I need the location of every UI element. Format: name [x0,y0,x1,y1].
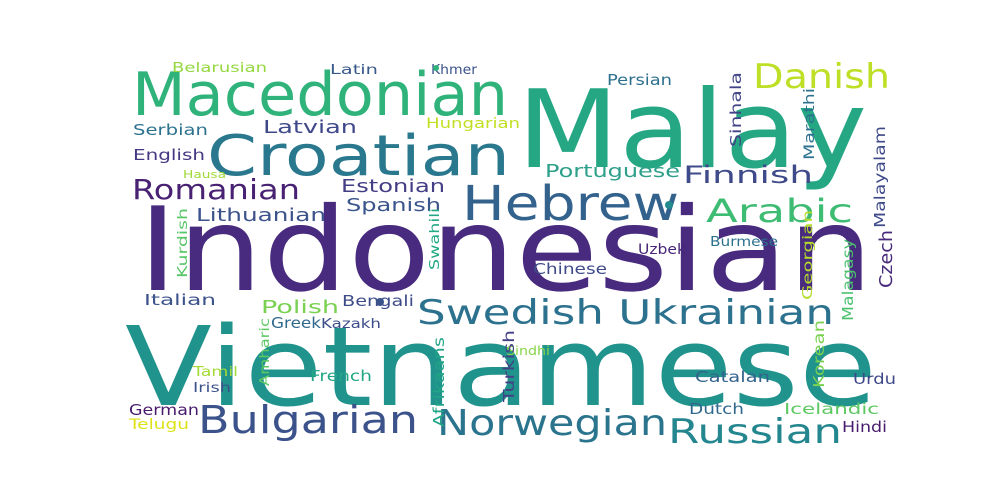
word-serbian: Serbian [133,121,208,139]
word-croatian: Croatian [207,124,510,189]
word-french: French [310,367,372,385]
word-portuguese: Portuguese [545,161,680,182]
word-dutch: Dutch [689,400,744,418]
dot-mark [665,201,673,209]
dot-mark [433,65,439,71]
word-russian: Russian [668,412,842,452]
word-burmese: Burmese [710,235,778,250]
word-german: German [129,401,199,419]
word-uzbek: Uzbek [638,242,687,258]
word-malayalam: Malayalam [871,126,889,228]
word-czech: Czech [876,230,897,288]
word-norwegian: Norwegian [437,403,667,444]
word-sindhi: Sindhi [506,344,550,358]
word-hindi: Hindi [842,418,887,436]
word-kurdish: Kurdish [176,208,191,278]
word-lithuanian: Lithuanian [196,205,326,226]
word-swahili: Swahili [428,208,443,270]
word-spanish: Spanish [346,195,441,216]
word-malay: Malay [517,68,867,193]
word-urdu: Urdu [853,370,896,388]
word-marathi: Marathi [802,88,818,160]
word-latin: Latin [330,63,378,78]
word-latvian: Latvian [263,117,357,138]
word-korean: Korean [810,320,828,388]
word-vietnamese: Vietnamese [125,303,877,431]
word-icelandic: Icelandic [784,400,879,418]
word-bulgarian: Bulgarian [198,398,418,442]
word-amharic: Amharic [258,318,273,386]
word-indonesian: Indonesian [138,183,873,318]
word-afrikaans: Afrikaans [430,337,448,427]
word-swedish-ukrainian: Swedish Ukrainian [417,293,834,333]
word-greek: Greek [271,314,321,332]
word-estonian: Estonian [341,176,445,197]
word-catalan: Catalan [695,368,770,386]
word-danish: Danish [753,57,890,97]
word-hebrew: Hebrew [462,176,679,232]
word-belarusian: Belarusian [172,61,267,76]
word-irish: Irish [193,381,231,396]
word-macedonian: Macedonian [132,60,508,130]
word-romanian: Romanian [132,173,300,206]
word-sinhala: Sinhala [727,72,745,147]
word-telugu: Telugu [128,417,189,433]
word-persian: Persian [607,71,672,89]
word-khmer: Khmer [431,63,478,78]
word-chinese: Chinese [533,260,607,278]
word-turkish: Turkish [500,330,518,403]
word-english: English [133,146,205,164]
word-polish: Polish [261,297,339,318]
word-finnish: Finnish [683,161,813,189]
word-georgian: Georgian [801,210,816,300]
dot-mark [376,298,384,306]
word-malagasy: Malagasy [839,239,857,321]
word-hungarian: Hungarian [426,116,520,132]
word-arabic: Arabic [706,192,853,230]
word-hausa: Hausa [183,168,226,181]
word-italian: Italian [144,291,216,309]
word-kazakh: Kazakh [321,317,381,332]
word-tamil: Tamil [192,365,238,380]
